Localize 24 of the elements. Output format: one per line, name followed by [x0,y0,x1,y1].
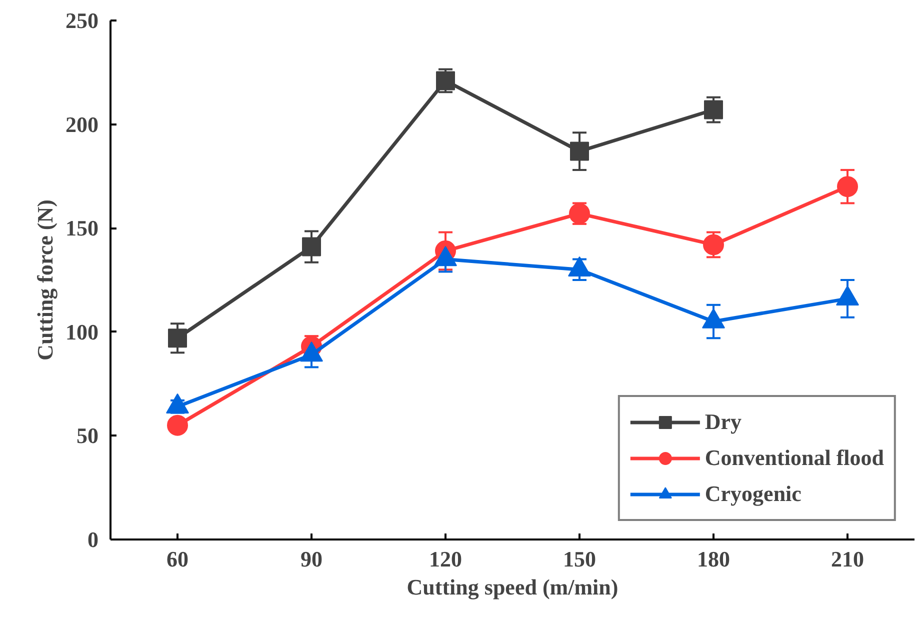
legend-label: Dry [704,409,742,435]
y-tick-label: 200 [66,112,98,137]
point [704,100,723,120]
point [570,142,589,161]
x-tick-label: 120 [429,546,462,572]
x-tick-label: 210 [831,546,864,572]
point [168,328,187,348]
y-tick-label: 50 [76,423,98,448]
point [837,176,858,198]
x-axis-title: Cutting speed (m/min) [406,574,618,600]
point [302,237,321,256]
point [167,414,188,436]
y-tick-label: 250 [66,8,98,33]
y-tick-label: 0 [88,527,98,552]
x-tick-label: 60 [166,546,188,572]
y-tick-label: 150 [66,216,98,241]
x-tick-label: 180 [697,546,730,572]
x-tick-label: 150 [563,546,596,572]
y-axis-title: Cutting force (N) [32,200,58,360]
x-tick-label: 90 [300,546,322,572]
y-tick-label: 100 [66,319,98,344]
legend-label: Conventional flood [704,445,884,471]
legend-label: Cryogenic [704,481,802,507]
point [436,71,455,90]
